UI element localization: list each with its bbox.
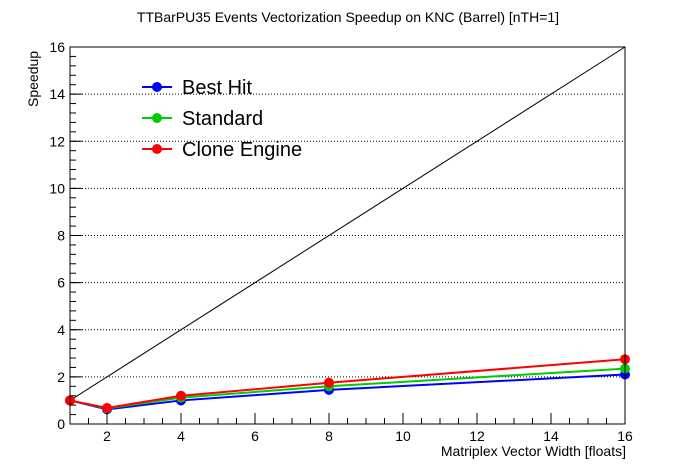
legend-label: Clone Engine [182,139,302,161]
legend-marker [152,113,162,123]
series-group [65,354,630,415]
x-tick-label: 8 [325,428,333,444]
y-tick-label: 0 [57,416,65,432]
legend: Best Hit Standard Clone Engine [142,77,302,161]
legend-marker [152,82,162,92]
x-tick-label: 2 [103,428,111,444]
y-tick-label: 2 [57,369,65,385]
x-tick-label: 16 [617,428,633,444]
series-line [69,358,626,409]
y-tick-label: 4 [57,322,65,338]
y-tick-label: 6 [57,275,65,291]
gridlines [70,93,625,378]
y-axis-label: Speedup [25,51,41,107]
x-tick-label: 14 [543,428,559,444]
series-0 [65,369,630,415]
y-tick-label: 14 [49,86,65,102]
axes: 0 2 4 6 8 10 12 14 16 2 4 6 8 10 12 14 16 [49,39,633,444]
series-2 [65,354,630,413]
y-tick-label: 12 [49,133,65,149]
chart-title: TTBarPU35 Events Vectorization Speedup o… [137,9,559,25]
legend-marker [152,144,162,154]
y-tick-label: 10 [49,180,65,196]
ideal-speedup-line [69,46,626,401]
data-point [176,390,186,401]
y-tick-label: 8 [57,228,65,244]
x-axis-label: Matriplex Vector Width [floats] [441,443,626,459]
series-line [69,373,626,411]
x-tick-label: 4 [177,428,185,444]
legend-label: Best Hit [182,77,252,99]
data-point [324,377,334,388]
legend-label: Standard [182,108,263,130]
data-point [102,402,112,413]
y-tick-label: 16 [49,39,65,55]
x-tick-label: 12 [469,428,485,444]
x-tick-label: 10 [395,428,411,444]
x-tick-label: 6 [251,428,259,444]
reference-line [69,46,626,401]
